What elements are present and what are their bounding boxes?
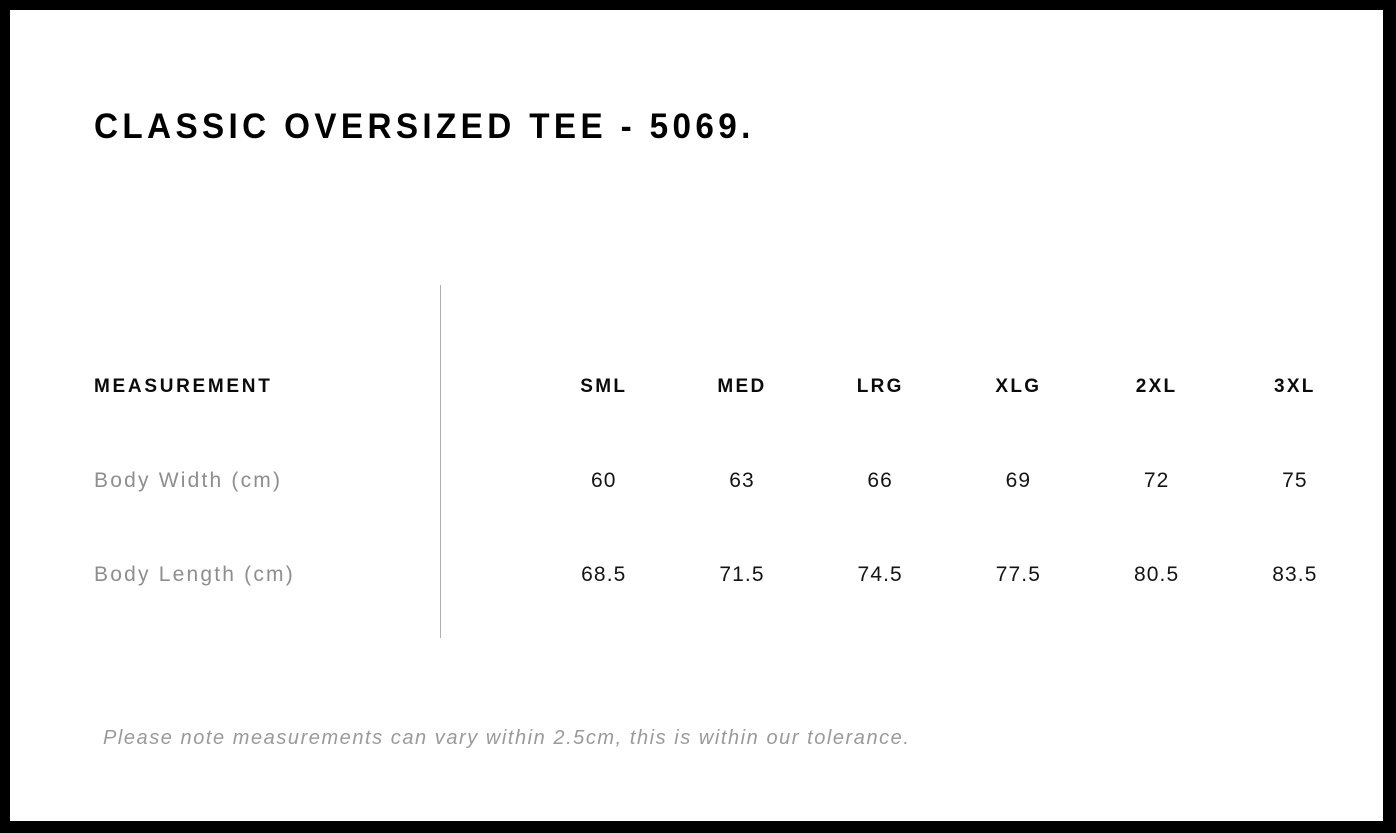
cell-body-width-sml: 60 (591, 469, 617, 492)
cell-body-width-2xl: 72 (1143, 469, 1170, 492)
cell-body-length-xlg: 77.5 (995, 563, 1042, 586)
size-chart-sheet: CLASSIC OVERSIZED TEE - 5069. MEASUREMEN… (10, 10, 1383, 821)
cell-body-length-3xl: 83.5 (1272, 563, 1318, 586)
column-header-3xl: 3XL (1273, 376, 1316, 397)
cell-body-length-lrg: 74.5 (857, 563, 903, 586)
column-header-measurement: MEASUREMENT (94, 376, 273, 397)
column-header-sml: SML (580, 376, 628, 397)
row-label-body-width: Body Width (cm) (94, 469, 283, 492)
column-header-lrg: LRG (856, 376, 904, 397)
size-table: MEASUREMENT SML MED LRG XLG 2XL 3XL Body… (94, 340, 1364, 622)
column-divider (440, 285, 441, 638)
column-header-med: MED (717, 376, 767, 397)
tolerance-note: Please note measurements can vary within… (103, 727, 911, 749)
column-header-xlg: XLG (995, 376, 1042, 397)
cell-body-width-med: 63 (729, 469, 755, 492)
cell-body-width-3xl: 75 (1282, 469, 1308, 492)
cell-body-width-lrg: 66 (867, 469, 893, 492)
column-header-2xl: 2XL (1135, 376, 1178, 397)
page-title: CLASSIC OVERSIZED TEE - 5069. (94, 107, 755, 146)
cell-body-length-sml: 68.5 (581, 563, 627, 586)
row-label-body-length: Body Length (cm) (94, 563, 295, 586)
table-row: Body Length (cm) 68.5 71.5 74.5 77.5 80.… (94, 528, 1364, 622)
cell-body-length-2xl: 80.5 (1133, 563, 1180, 586)
cell-body-length-med: 71.5 (719, 563, 765, 586)
table-row: Body Width (cm) 60 63 66 69 72 75 (94, 434, 1364, 528)
size-table-area: MEASUREMENT SML MED LRG XLG 2XL 3XL Body… (10, 10, 1383, 821)
cell-body-width-xlg: 69 (1005, 469, 1032, 492)
table-header-row: MEASUREMENT SML MED LRG XLG 2XL 3XL (94, 340, 1364, 434)
